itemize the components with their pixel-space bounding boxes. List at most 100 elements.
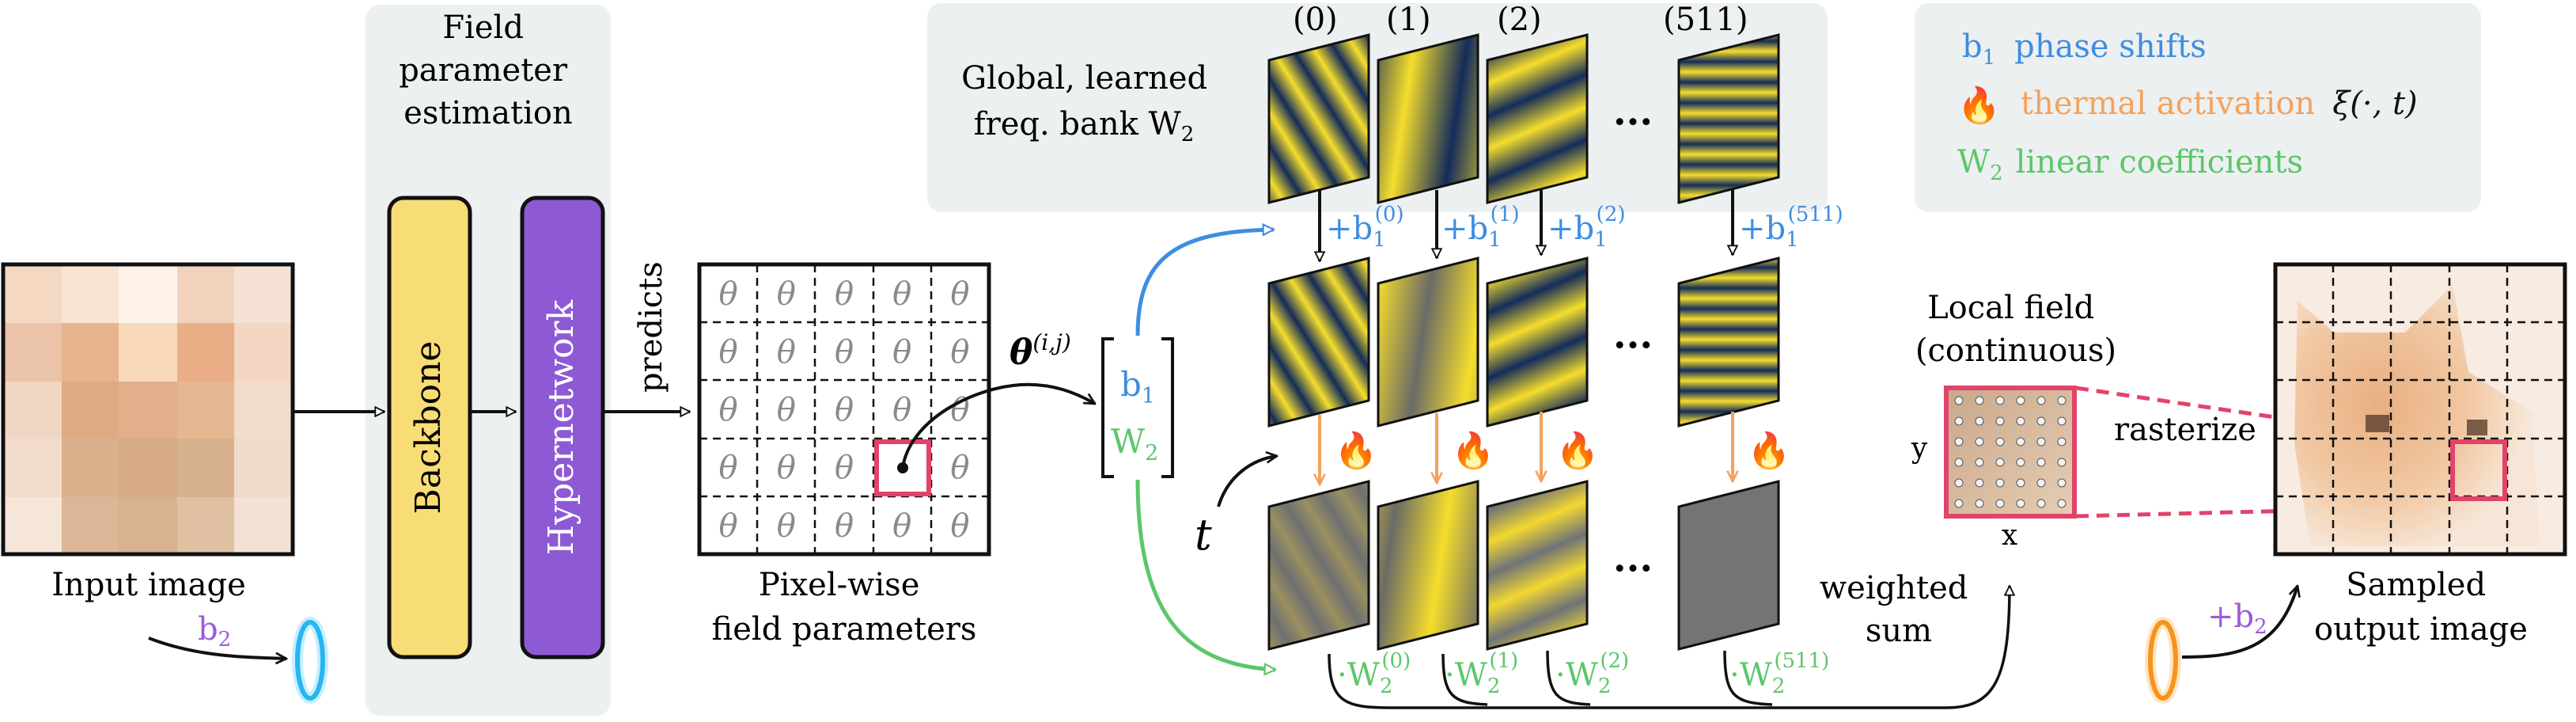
shifted-tile-511 — [1677, 256, 1780, 428]
b2-input-arrow — [148, 636, 286, 659]
theta-cell: θ — [950, 450, 969, 486]
shifted-tile-1 — [1377, 256, 1479, 428]
sample-point — [1995, 458, 2005, 467]
sample-point — [1954, 416, 1964, 426]
theta-cell: θ — [892, 276, 911, 313]
w2-flow-arrow — [1135, 479, 1275, 670]
parameter-grid: θ θ θ θ θθ θ θ θ θθ θ θ θ θθ θ θ θθ θ θ θ θ — [697, 262, 991, 557]
sample-point — [2016, 396, 2025, 405]
dot-w2-511: ·W2(511) — [1729, 649, 1829, 698]
column-index-1: (1) — [1386, 2, 1431, 38]
sample-point — [1975, 437, 1984, 446]
local-field-y-label: y — [1911, 432, 1928, 465]
activated-tile-0 — [1267, 480, 1370, 651]
ellipsis-middle: ··· — [1613, 323, 1653, 367]
sample-point — [2036, 416, 2046, 426]
input-caption: Input image — [51, 567, 246, 603]
theta-cell: θ — [719, 507, 738, 544]
theta-cell: θ — [777, 276, 796, 313]
sample-point — [2036, 478, 2046, 488]
plus-b1-0: +b1(0) — [1326, 203, 1404, 252]
plus-b2-label: +b2 — [2207, 598, 2267, 639]
theta-cell: θ — [892, 392, 911, 428]
theta-cell: θ — [950, 276, 969, 313]
theta-cell: θ — [777, 334, 796, 370]
fire-icon: 🔥 — [1957, 86, 2001, 126]
sample-point — [1954, 499, 1964, 508]
legend-b1: b1 phase shifts — [1962, 28, 2207, 70]
ellipsis-top: ··· — [1613, 100, 1653, 144]
theta-cell: θ — [777, 392, 796, 428]
t-arrow — [1217, 456, 1277, 507]
legend: b1 phase shifts 🔥 thermal activation ξ(·, … — [1957, 28, 2418, 185]
sample-point — [1995, 437, 2005, 446]
predicts-label: predicts — [633, 261, 669, 393]
local-field-patch — [1944, 386, 2077, 519]
sample-point — [2016, 458, 2025, 467]
theta-cell: θ — [777, 450, 796, 486]
local-field-x-label: x — [2002, 519, 2017, 552]
sample-point — [2016, 416, 2025, 426]
shifted-tile-2 — [1486, 256, 1589, 428]
weighted-sum-label: weighted sum — [1820, 570, 1978, 649]
sample-point — [1975, 416, 1984, 426]
activated-tile-511 — [1677, 480, 1780, 651]
b1-flow-arrow — [1135, 230, 1274, 336]
sample-point — [1954, 478, 1964, 488]
rasterize-label: rasterize — [2114, 412, 2256, 448]
theta-ij-label: θ(i,j) — [1010, 329, 1071, 373]
activated-tile-2 — [1486, 480, 1589, 651]
theta-cell: θ — [835, 276, 854, 313]
dot-w2-1: ·W2(1) — [1445, 649, 1518, 698]
input-image — [1, 262, 295, 557]
freq-bank-tile-511 — [1677, 33, 1780, 204]
sample-point — [2036, 499, 2046, 508]
theta-cell: θ — [835, 507, 854, 544]
vector-b1: b1 — [1120, 365, 1155, 408]
theta-cell: θ — [719, 450, 738, 486]
fire-icon: 🔥 — [1748, 431, 1791, 471]
portal-ring-orange-icon — [2145, 617, 2181, 704]
legend-panel — [1915, 3, 2481, 212]
sample-point — [2057, 416, 2066, 426]
theta-cell: θ — [950, 334, 969, 370]
hypernetwork-block: Hypernetwork — [520, 196, 605, 659]
weighted-sum-connectors — [1328, 586, 2010, 709]
sample-point — [2016, 499, 2025, 508]
theta-arrow — [901, 382, 1095, 469]
activated-tile-1 — [1377, 480, 1479, 651]
sample-point — [1954, 437, 1964, 446]
b2-input-label: b2 — [198, 611, 231, 652]
portal-ring-blue-icon — [292, 617, 328, 704]
column-index-2: (2) — [1497, 2, 1542, 38]
theta-cell: θ — [835, 392, 854, 428]
fire-icon: 🔥 — [1556, 431, 1600, 471]
sample-point — [1954, 458, 1964, 467]
freq-bank-title: Global, learned freq. bank W2 — [961, 60, 1218, 146]
sample-point — [2057, 437, 2066, 446]
theta-cell: θ — [835, 334, 854, 370]
sample-point — [2057, 499, 2066, 508]
b2-output-arrow — [2181, 586, 2298, 659]
legend-w2: W2 linear coefficients — [1957, 144, 2303, 185]
fire-icon: 🔥 — [1335, 431, 1378, 471]
sample-point — [2036, 396, 2046, 405]
sample-point — [1954, 396, 1964, 405]
ellipsis-bottom: ··· — [1613, 546, 1653, 591]
svg-text:Backbone: Backbone — [408, 341, 449, 515]
theta-cell: θ — [777, 507, 796, 544]
dot-w2-2: ·W2(2) — [1555, 649, 1629, 698]
sample-point — [2016, 437, 2025, 446]
freq-bank-tile-2 — [1486, 33, 1589, 204]
dot-w2-0: ·W2(0) — [1337, 649, 1411, 698]
sample-point — [1995, 499, 2005, 508]
local-field-title: Local field (continuous) — [1915, 290, 2116, 369]
backbone-block: Backbone — [387, 196, 472, 659]
sample-point — [1975, 458, 1984, 467]
parameter-vector: b1 W2 — [1101, 337, 1174, 478]
sample-point — [1975, 396, 1984, 405]
output-image — [2273, 262, 2567, 557]
theta-cell: θ — [950, 507, 969, 544]
sample-point — [2016, 478, 2025, 488]
